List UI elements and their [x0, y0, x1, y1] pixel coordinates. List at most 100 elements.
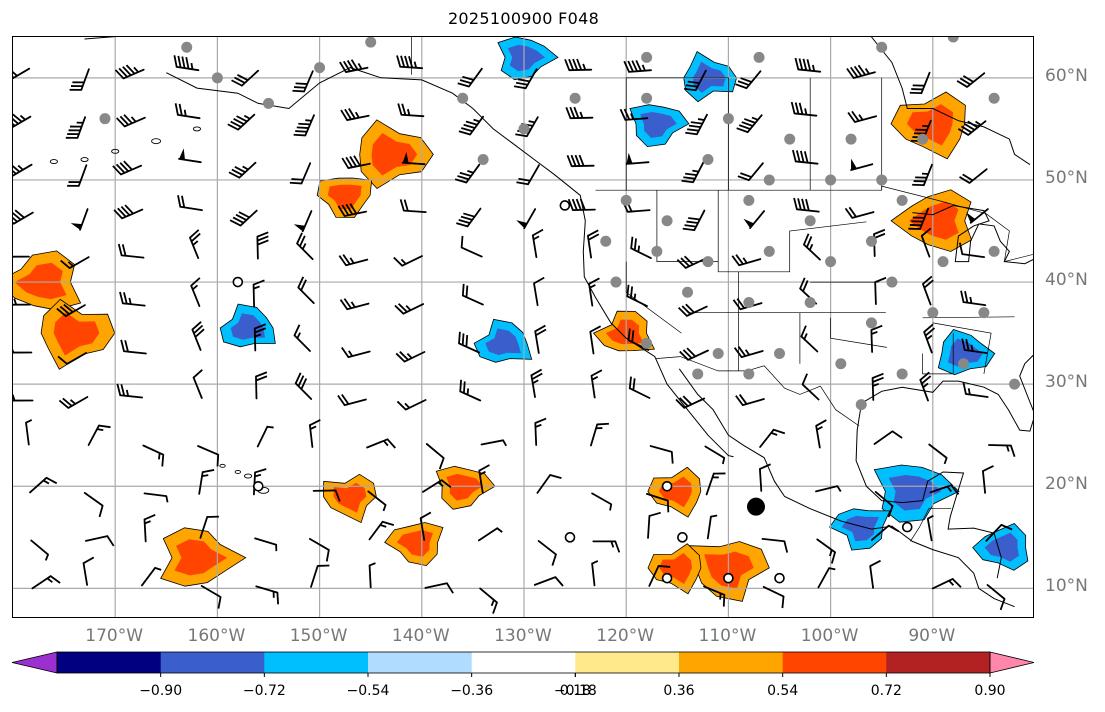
barb-staff [460, 246, 483, 258]
barb-staff [143, 492, 168, 498]
barb-flag [342, 254, 351, 265]
barb-flag [534, 417, 547, 424]
wind-barb [565, 106, 594, 120]
wind-barb [112, 160, 143, 176]
barb-flag [572, 58, 579, 71]
barb-flag [69, 88, 82, 91]
barb-flag [743, 118, 756, 124]
barb-flag [619, 108, 627, 121]
station-dot [978, 307, 990, 319]
barb-flag [173, 55, 178, 68]
map-panel[interactable] [12, 36, 1034, 618]
barb-flag [408, 56, 414, 68]
barb-flag [532, 228, 544, 237]
longitude-tick-label: 120°W [596, 626, 655, 646]
barb-flag [119, 162, 129, 172]
barb-flag [913, 180, 926, 183]
station-dot [518, 123, 530, 135]
wind-barb [761, 537, 789, 553]
barb-flag [123, 160, 133, 171]
barb-flag [960, 125, 972, 134]
barb-flag [533, 276, 545, 285]
negative-anomaly-area [640, 112, 677, 138]
barb-half-flag [125, 389, 130, 397]
barb-half-flag [17, 164, 24, 171]
wind-barb [959, 168, 988, 184]
wind-barb [871, 372, 884, 401]
barb-flag [982, 465, 994, 472]
barb-flag [255, 371, 268, 378]
barb-flag [924, 327, 936, 337]
barb-staff [969, 208, 989, 224]
barb-flag [670, 451, 674, 464]
barb-staff [871, 524, 890, 541]
barb-half-flag [369, 562, 376, 567]
station-dot [610, 276, 622, 288]
station-dot [957, 358, 969, 370]
barb-staff [646, 492, 669, 502]
wind-barb [13, 67, 31, 81]
station-dot [825, 256, 837, 268]
barb-staff [761, 537, 786, 543]
barb-staff [197, 445, 220, 456]
barb-half-flag [533, 235, 540, 241]
barb-flag [575, 198, 582, 211]
barb-flag [961, 338, 966, 351]
barb-pennant [516, 220, 528, 229]
barb-flag [687, 80, 700, 85]
wind-barb [530, 368, 543, 398]
barb-half-flag [192, 284, 199, 291]
barb-flag [909, 91, 922, 95]
barb-flag [342, 60, 351, 72]
calm-ring-marker [677, 532, 688, 543]
barb-flag [872, 376, 884, 383]
barb-flag [999, 598, 1006, 611]
wind-barb [704, 445, 726, 465]
wind-barb [928, 443, 948, 465]
wind-barb [199, 515, 219, 539]
barb-half-flag [811, 64, 816, 72]
barb-flag [515, 133, 527, 138]
station-dot [641, 337, 653, 349]
barb-half-flag [804, 108, 808, 115]
barb-half-flag [350, 301, 356, 308]
barb-flag [735, 83, 747, 89]
wind-barb [920, 227, 932, 258]
barb-flag [686, 220, 699, 224]
station-dot [702, 154, 714, 166]
colorbar-segment [782, 652, 887, 673]
barb-flag [58, 399, 69, 409]
wind-barb [759, 428, 786, 448]
barb-pennant [743, 218, 754, 229]
barb-flag [685, 172, 697, 177]
colorbar-segment [368, 652, 473, 673]
barb-flag [919, 371, 930, 381]
barb-flag [492, 602, 498, 614]
barb-half-flag [502, 439, 507, 447]
wind-barb [397, 103, 425, 118]
wind-barb [13, 163, 33, 177]
wind-barb [733, 346, 764, 359]
barb-flag [962, 173, 974, 182]
calm-ring-marker [901, 521, 913, 533]
barb-flag [461, 283, 465, 296]
barb-flag [958, 242, 964, 255]
barb-flag [317, 564, 330, 567]
wind-barb [85, 535, 115, 547]
coastline [166, 67, 734, 458]
map-canvas[interactable] [13, 37, 1034, 618]
colorbar [11, 651, 1035, 677]
barb-half-flag [922, 125, 929, 128]
barb-half-flag [479, 470, 486, 476]
station-dot [804, 296, 816, 308]
wind-barb [113, 204, 144, 220]
wind-barb [368, 520, 395, 541]
barb-flag [348, 108, 356, 119]
wind-barb [308, 419, 321, 448]
station-dot [743, 296, 755, 308]
barb-flag [291, 178, 304, 181]
barb-flag [230, 120, 242, 128]
wind-barb [537, 539, 557, 566]
colorbar-segment [471, 652, 576, 673]
political-border [932, 322, 992, 374]
